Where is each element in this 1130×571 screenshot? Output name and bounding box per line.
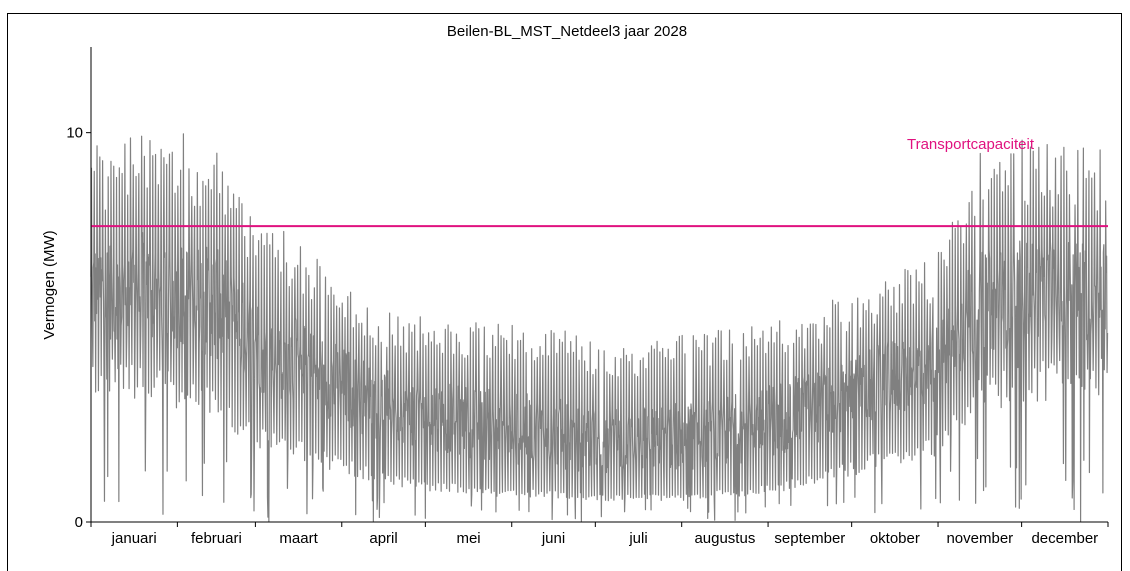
x-tick-label: juli <box>628 530 647 547</box>
x-tick-label: september <box>774 530 845 547</box>
y-tick-label: 0 <box>75 514 83 531</box>
y-axis-label: Vermogen (MW) <box>41 230 58 339</box>
x-tick-label: mei <box>456 530 480 547</box>
x-tick-label: maart <box>279 530 318 547</box>
y-ticks: 0 10 <box>66 125 91 531</box>
x-tick-label: oktober <box>870 530 920 547</box>
x-tick-label: april <box>369 530 397 547</box>
x-tick-label: februari <box>191 530 242 547</box>
load-series-line <box>90 133 1109 523</box>
x-tick-label: augustus <box>694 530 755 547</box>
x-tick-label: januari <box>111 530 157 547</box>
chart-title: Beilen-BL_MST_Netdeel3 jaar 2028 <box>447 23 687 40</box>
capacity-label: Transportcapaciteit <box>907 136 1035 153</box>
x-tick-label: november <box>946 530 1013 547</box>
figure-frame <box>7 13 1122 571</box>
y-tick-label: 10 <box>66 125 83 142</box>
x-tick-label: juni <box>541 530 565 547</box>
plot-area <box>90 133 1109 523</box>
x-tick-label: december <box>1031 530 1098 547</box>
x-ticks: januari februari maart april mei juni juli augu… <box>90 522 1109 547</box>
